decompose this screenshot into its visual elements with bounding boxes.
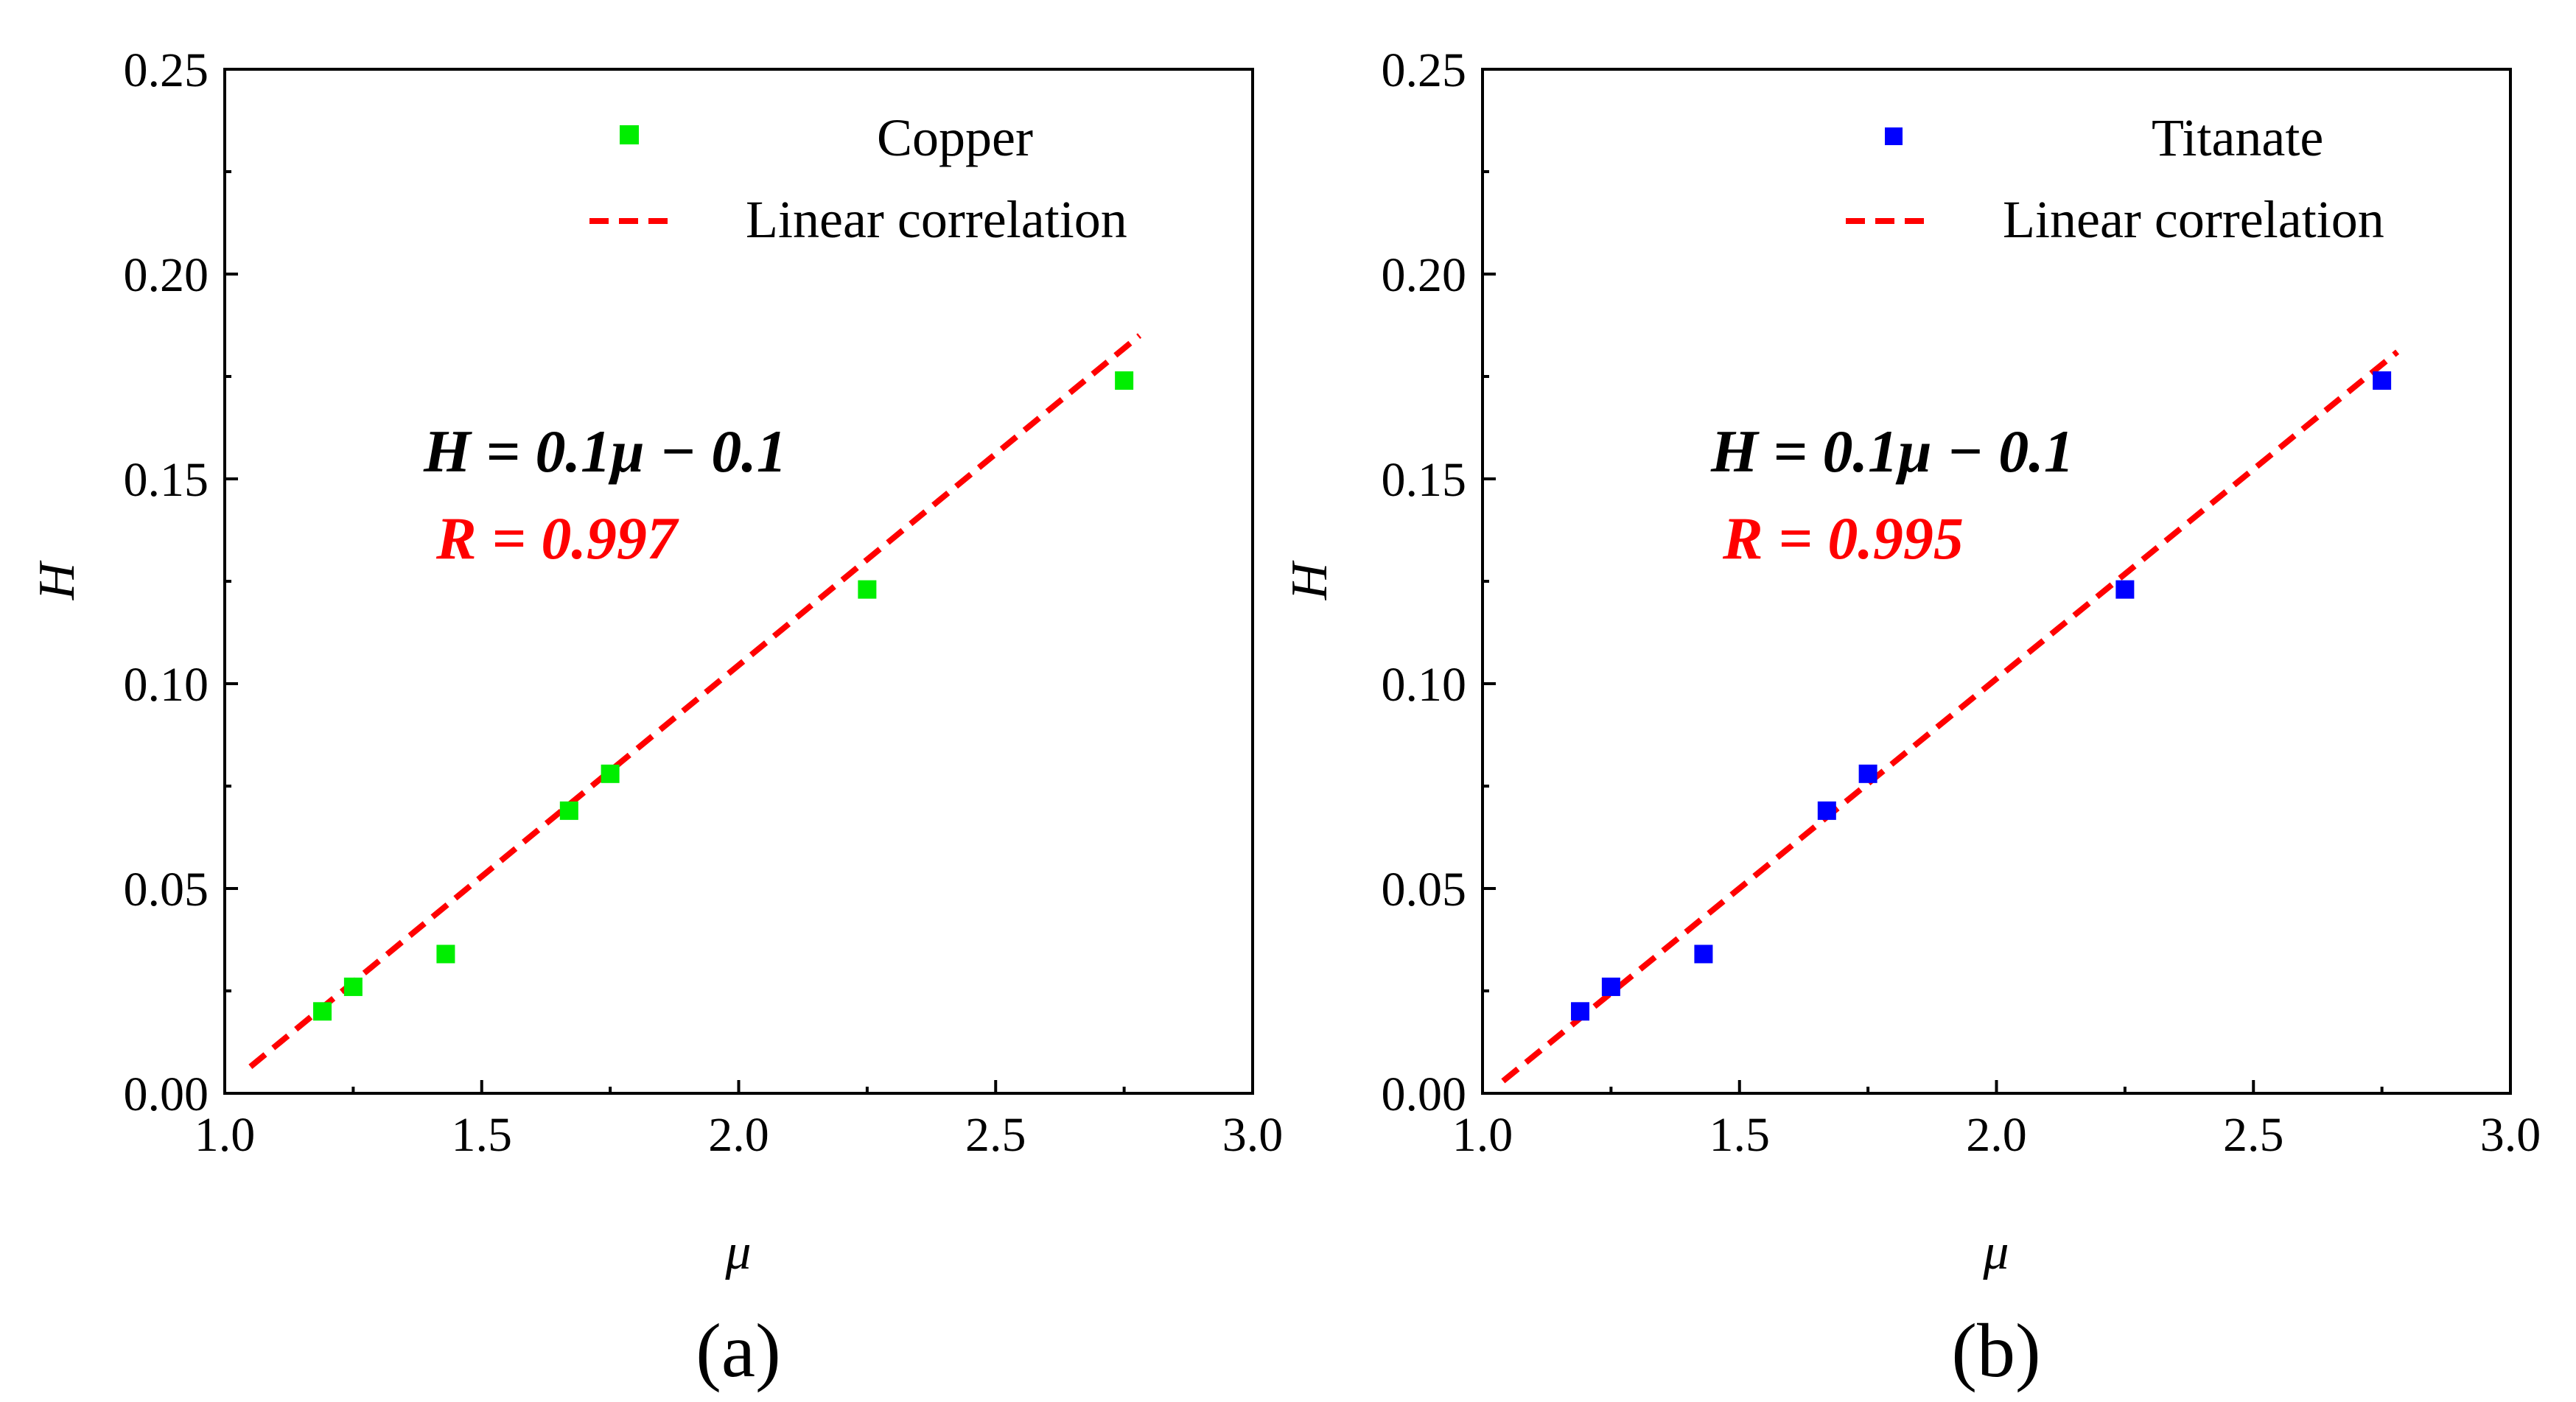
y-axis-label: H	[1281, 560, 1338, 600]
x-tick-label: 2.5	[2223, 1108, 2284, 1162]
x-tick-label: 2.0	[708, 1108, 769, 1162]
legend-label-linear: Linear correlation	[2003, 190, 2384, 249]
r-value: R = 0.997	[435, 505, 679, 572]
y-tick-label: 0.05	[1382, 863, 1467, 916]
y-tick-label: 0.20	[124, 248, 209, 302]
panel-label-a: (a)	[696, 1308, 780, 1393]
data-point	[2373, 371, 2392, 390]
points-layer	[1571, 371, 2392, 1021]
fit-equation: H = 0.1μ − 0.1	[423, 418, 787, 485]
legend-label-titanate: Titanate	[2152, 108, 2323, 167]
x-ticks: 1.0 1.5 2.0 2.5 3.0	[195, 1080, 1284, 1162]
panel-b: 0.00 0.05 0.10 0.15 0.20 0.25 1.0 1.5 2.0 2.5 3.0…	[1281, 43, 2541, 1393]
y-tick-label: 0.10	[1382, 658, 1467, 712]
x-tick-label: 1.0	[195, 1108, 256, 1162]
linear-fit-line	[1501, 349, 2400, 1084]
r-value: R = 0.995	[1722, 505, 1964, 572]
data-point	[1115, 371, 1134, 390]
y-tick-label: 0.10	[124, 658, 209, 712]
x-axis-label: μ	[1982, 1224, 2009, 1280]
panel-label-b: (b)	[1951, 1308, 2040, 1393]
legend-label-linear: Linear correlation	[746, 190, 1127, 249]
y-tick-label: 0.20	[1382, 248, 1467, 302]
data-point	[1601, 977, 1620, 996]
y-tick-label: 0.00	[1382, 1068, 1467, 1121]
x-axis-label: μ	[724, 1224, 751, 1280]
y-axis-label: H	[29, 560, 85, 600]
data-point	[1817, 801, 1836, 820]
legend-marker-copper	[620, 125, 639, 144]
x-tick-label: 1.0	[1452, 1108, 1513, 1162]
x-ticks: 1.0 1.5 2.0 2.5 3.0	[1452, 1080, 2541, 1162]
x-tick-label: 3.0	[1222, 1108, 1284, 1162]
legend-marker-titanate	[1885, 127, 1903, 145]
y-tick-label: 0.00	[124, 1068, 209, 1121]
x-tick-label: 2.5	[965, 1108, 1026, 1162]
y-tick-label: 0.15	[1382, 453, 1467, 507]
points-layer	[313, 371, 1134, 1021]
data-point	[1571, 1002, 1590, 1021]
y-ticks: 0.00 0.05 0.10 0.15 0.20 0.25	[124, 43, 238, 1121]
legend-label-copper: Copper	[877, 108, 1033, 167]
panel-a: 0.00 0.05 0.10 0.15 0.20 0.25 1.0 1.5 2.0 2.5 3.0…	[29, 43, 1283, 1393]
data-point	[343, 977, 363, 996]
fit-line-layer	[1501, 349, 2400, 1084]
y-tick-label: 0.25	[1382, 43, 1467, 97]
x-tick-label: 2.0	[1966, 1108, 2027, 1162]
x-tick-label: 1.5	[452, 1108, 513, 1162]
x-tick-label: 3.0	[2480, 1108, 2541, 1162]
data-point	[313, 1002, 332, 1021]
y-tick-label: 0.15	[124, 453, 209, 507]
data-point	[436, 944, 455, 964]
data-point	[2115, 580, 2135, 599]
y-tick-label: 0.25	[124, 43, 209, 97]
data-point	[559, 801, 578, 820]
data-point	[1858, 764, 1877, 783]
y-ticks: 0.00 0.05 0.10 0.15 0.20 0.25	[1382, 43, 1496, 1121]
data-point	[1694, 944, 1713, 964]
data-point	[601, 764, 620, 783]
y-tick-label: 0.05	[124, 863, 209, 916]
x-tick-label: 1.5	[1709, 1108, 1771, 1162]
fit-line-layer	[248, 333, 1142, 1069]
linear-fit-line	[248, 333, 1142, 1069]
data-point	[858, 580, 877, 599]
fit-equation: H = 0.1μ − 0.1	[1710, 418, 2074, 485]
